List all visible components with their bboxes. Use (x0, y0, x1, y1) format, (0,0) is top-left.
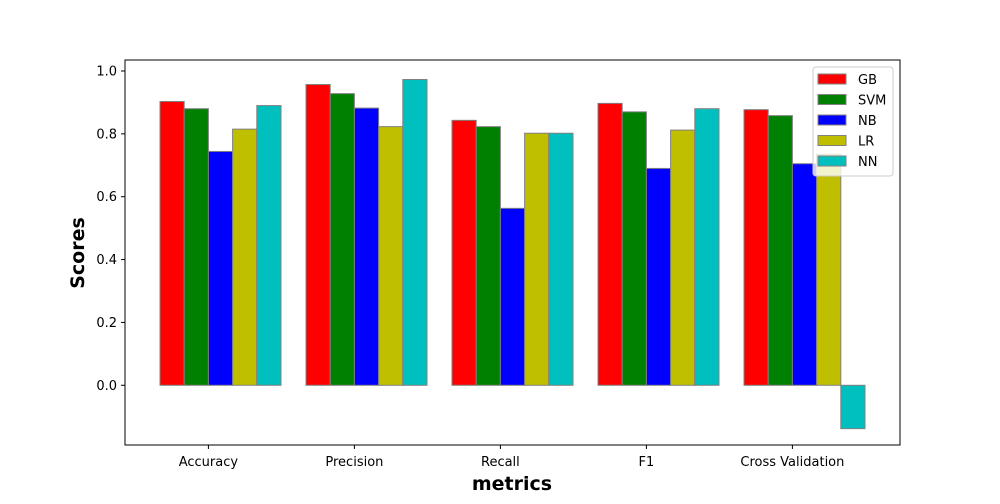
bar-gb-f1 (597, 102, 623, 386)
bar-nn-cross-validation (840, 384, 866, 430)
bar-svm-f1 (621, 111, 647, 386)
y-tick-label: 1.0 (96, 65, 117, 80)
x-tick-label: Recall (481, 455, 520, 470)
plot-area-frame (124, 59, 901, 446)
legend-swatch-svm (817, 94, 847, 105)
x-tick-label: Accuracy (179, 455, 239, 470)
y-tick-label: 0.6 (96, 190, 117, 205)
bar-nb-f1 (645, 167, 672, 386)
bar-nb-recall (499, 207, 526, 386)
legend-swatch-nn (817, 155, 847, 167)
bars-layer (159, 78, 866, 430)
bar-nn-accuracy (256, 105, 282, 386)
legend: GB SVM NB LR NN (812, 66, 894, 177)
legend-swatch-nb (817, 114, 847, 126)
y-tick-label: 0.2 (96, 316, 117, 331)
bar-svm-cross-validation (767, 115, 793, 386)
bar-nn-recall (548, 132, 574, 386)
legend-label-svm: SVM (858, 94, 886, 109)
y-axis-ticks: 0.0 0.2 0.4 0.6 0.8 1.0 (96, 65, 125, 394)
bar-nb-precision (353, 107, 380, 386)
y-axis-title: Scores (67, 217, 89, 289)
y-tick-label: 0.4 (96, 253, 117, 268)
bar-nn-precision (402, 78, 428, 386)
x-axis-ticks: Accuracy Precision Recall F1 Cross Validatio… (179, 445, 844, 470)
y-tick-label: 0.0 (96, 379, 117, 394)
bar-nb-cross-validation (791, 163, 818, 386)
x-tick-label: Precision (325, 455, 383, 470)
legend-label-lr: LR (858, 135, 874, 150)
legend-swatch-lr (817, 135, 847, 146)
x-tick-label: F1 (639, 455, 655, 470)
bar-lr-precision (378, 126, 404, 386)
y-tick-label: 0.8 (96, 127, 117, 142)
bar-svm-precision (329, 93, 355, 386)
bar-nn-f1 (694, 108, 720, 386)
x-axis-title: metrics (472, 473, 552, 495)
bar-gb-recall (451, 119, 477, 386)
bar-lr-cross-validation (816, 153, 842, 386)
legend-label-nb: NB (858, 114, 877, 129)
legend-label-gb: GB (858, 73, 877, 88)
bar-nb-accuracy (207, 150, 234, 386)
bar-lr-f1 (670, 129, 696, 386)
legend-label-nn: NN (858, 155, 877, 170)
bar-lr-accuracy (232, 128, 258, 386)
bar-svm-accuracy (183, 108, 209, 386)
legend-swatch-gb (817, 73, 847, 85)
bar-svm-recall (475, 126, 501, 386)
bar-gb-accuracy (159, 100, 185, 386)
x-tick-label: Cross Validation (740, 455, 844, 470)
bar-gb-cross-validation (743, 109, 769, 386)
bar-lr-recall (524, 132, 550, 386)
bar-gb-precision (305, 84, 331, 386)
